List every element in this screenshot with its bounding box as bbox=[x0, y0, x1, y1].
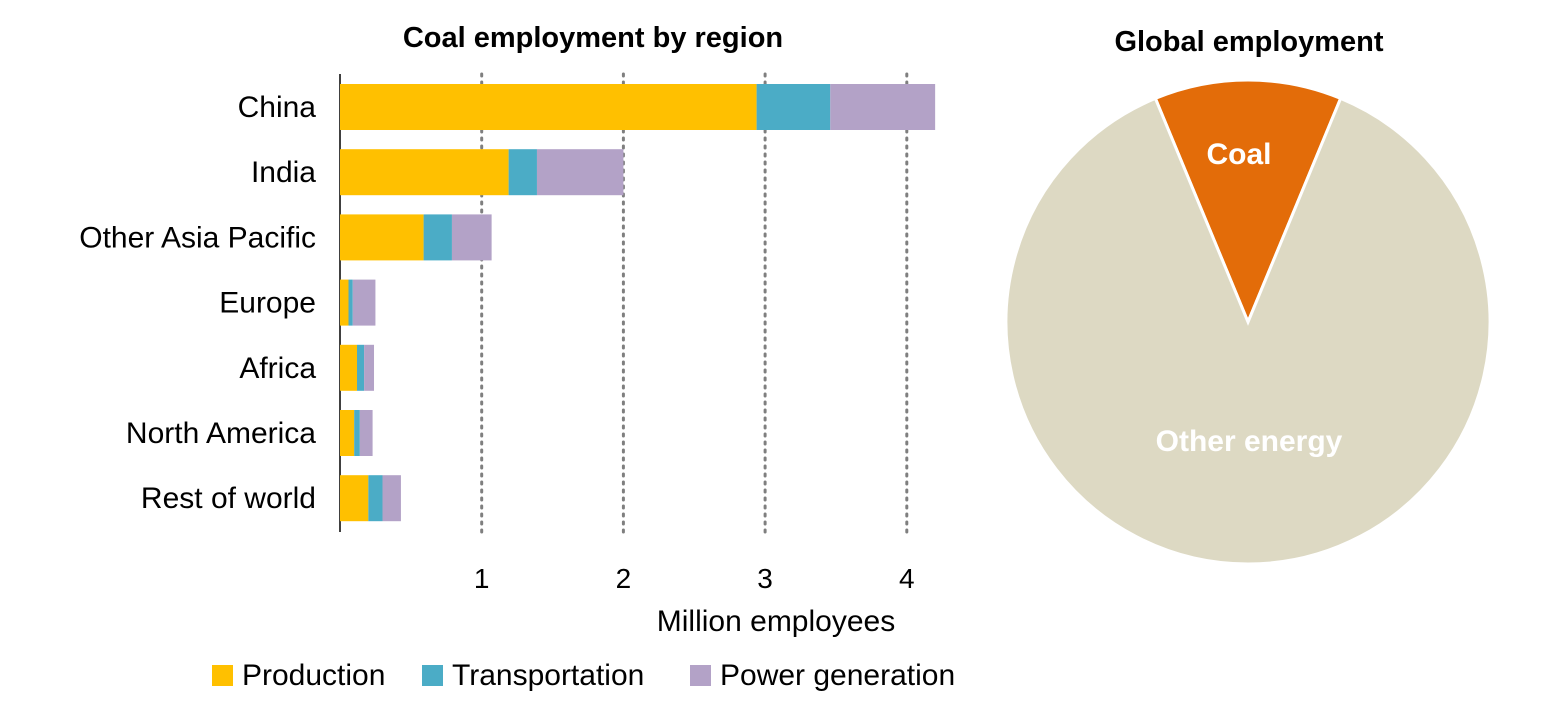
bar-transportation bbox=[354, 410, 360, 456]
bar-transportation bbox=[756, 84, 831, 130]
pie-chart-title: Global employment bbox=[1114, 26, 1383, 58]
legend-swatch bbox=[212, 665, 233, 686]
bar-power-generation bbox=[382, 475, 401, 522]
bar-transportation bbox=[508, 149, 537, 196]
bar-production bbox=[340, 344, 358, 391]
bar-power-generation bbox=[364, 344, 375, 391]
legend: Production Transportation Power generation bbox=[212, 659, 955, 692]
legend-label: Transportation bbox=[452, 659, 644, 692]
bar-production bbox=[340, 84, 757, 130]
bar-production bbox=[340, 475, 369, 522]
category-label: Other Asia Pacific bbox=[79, 221, 316, 254]
bar-power-generation bbox=[352, 279, 376, 326]
category-label: North America bbox=[126, 417, 316, 450]
x-tick-labels: 1 2 3 4 bbox=[474, 563, 915, 594]
bar-transportation bbox=[357, 344, 365, 391]
gridlines bbox=[480, 72, 909, 534]
pie-label-coal: Coal bbox=[1206, 138, 1271, 171]
pie-slice-other-energy bbox=[1004, 96, 1492, 566]
bar-power-generation bbox=[536, 149, 624, 196]
category-label: Europe bbox=[219, 287, 316, 320]
pie-label-other-energy: Other energy bbox=[1156, 425, 1343, 458]
bar-transportation bbox=[368, 475, 383, 522]
bar-chart-title: Coal employment by region bbox=[403, 22, 783, 54]
category-label: Rest of world bbox=[141, 482, 316, 515]
x-tick-label: 3 bbox=[757, 563, 773, 594]
x-tick-label: 1 bbox=[474, 563, 490, 594]
x-tick-label: 2 bbox=[616, 563, 632, 594]
category-label: India bbox=[251, 156, 316, 189]
legend-label: Power generation bbox=[720, 659, 955, 692]
x-tick-label: 4 bbox=[899, 563, 915, 594]
bar-transportation bbox=[348, 279, 353, 326]
bar-power-generation bbox=[359, 410, 373, 456]
pie-slice-coal bbox=[1153, 78, 1343, 326]
bar-production bbox=[340, 214, 424, 261]
category-labels: China India Other Asia Pacific Europe Africa… bbox=[79, 91, 316, 515]
legend-label: Production bbox=[242, 659, 385, 692]
bar-production bbox=[340, 410, 355, 456]
category-label: Africa bbox=[239, 352, 316, 385]
bar-series bbox=[340, 84, 936, 522]
x-axis-label: Million employees bbox=[657, 605, 895, 638]
bar-power-generation bbox=[830, 84, 936, 130]
legend-swatch bbox=[690, 665, 711, 686]
bar-production bbox=[340, 149, 509, 196]
pie: Coal Other energy bbox=[1004, 78, 1492, 566]
bar-transportation bbox=[423, 214, 452, 261]
bar-production bbox=[340, 279, 349, 326]
category-label: China bbox=[238, 91, 317, 124]
legend-swatch bbox=[422, 665, 443, 686]
bar-power-generation bbox=[451, 214, 492, 261]
